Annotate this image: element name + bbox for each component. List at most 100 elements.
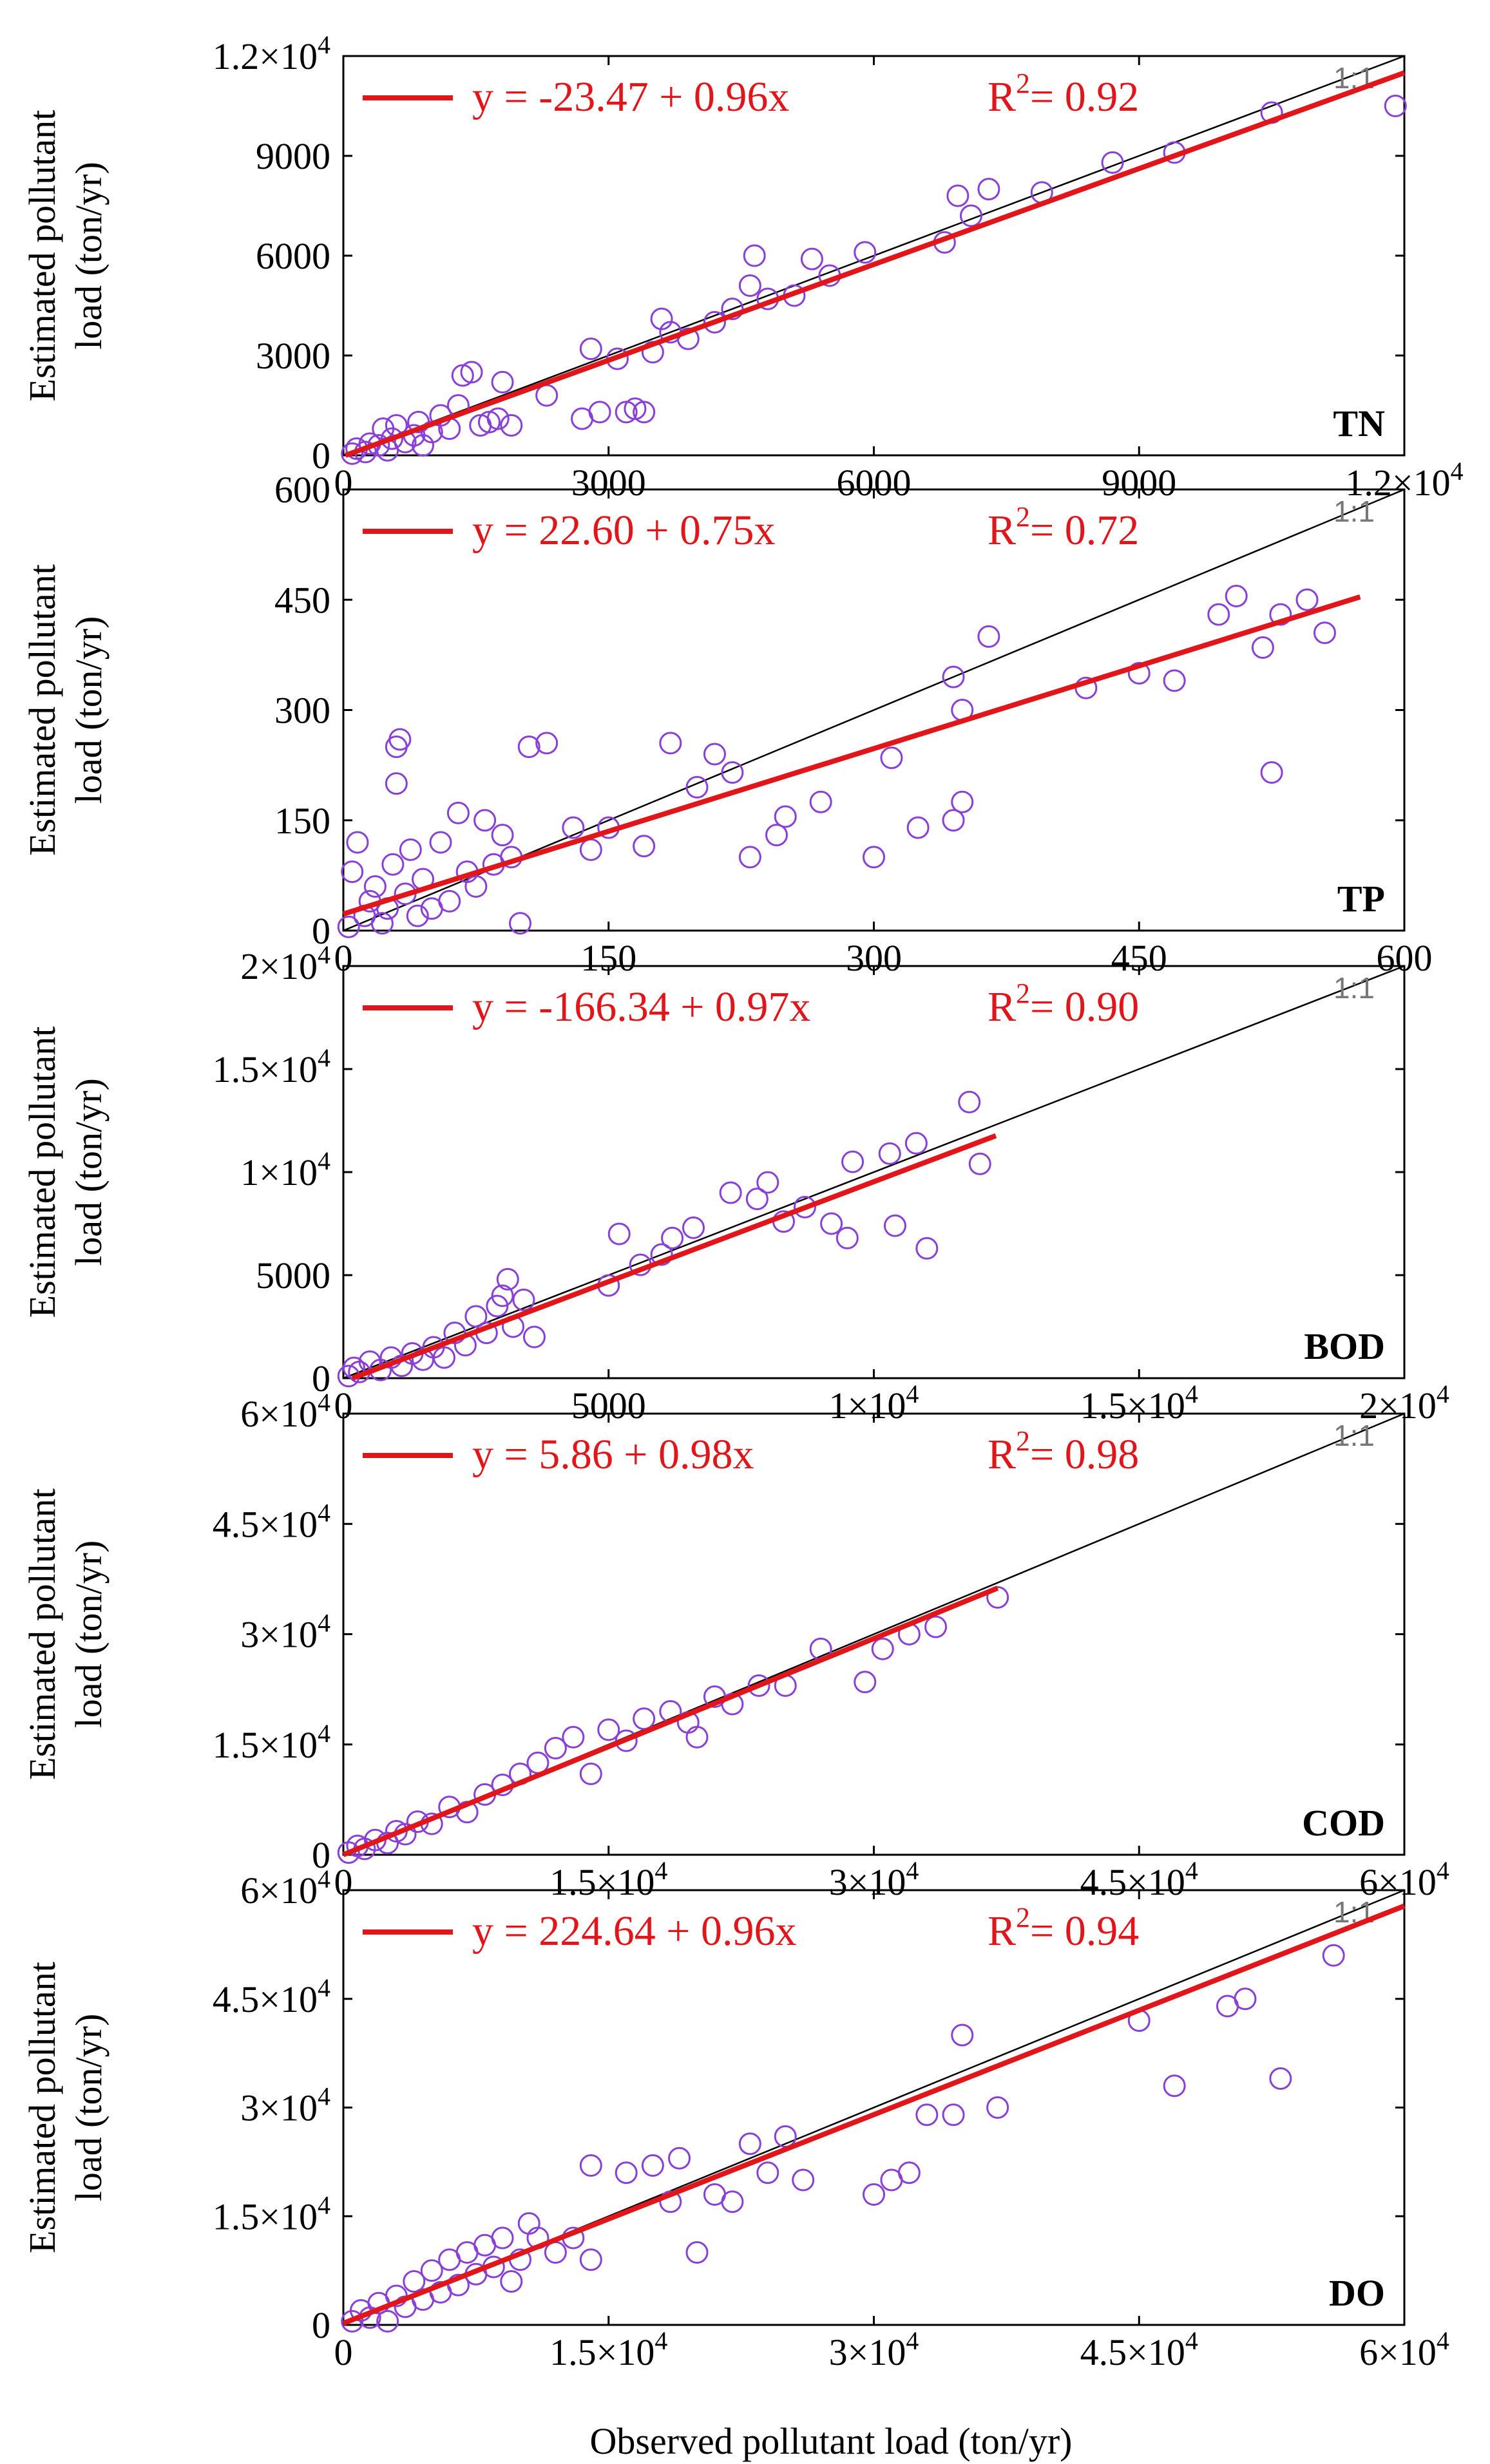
panel-cod: 0 1.5×104 3×104 4.5×104 6×10401.5×1043×1044.… xyxy=(21,1388,1449,1903)
data-point xyxy=(738,274,761,297)
data-point xyxy=(464,875,488,898)
data-point xyxy=(906,816,930,839)
data-point xyxy=(942,2103,965,2127)
data-point xyxy=(1322,1944,1345,1967)
data-point xyxy=(897,2161,921,2184)
data-point xyxy=(615,2161,638,2184)
fit-equation: y = 5.86 + 0.98x xyxy=(472,1431,754,1478)
x-tick-label: 6×104 xyxy=(1359,2326,1449,2373)
data-point xyxy=(942,665,965,688)
y-tick-label: 1.5×104 xyxy=(213,1719,330,1766)
y-axis-label: Estimated pollutant load (ton/yr) xyxy=(21,110,110,402)
data-point xyxy=(579,1762,602,1785)
data-point xyxy=(403,2270,426,2293)
data-point xyxy=(509,912,531,935)
data-point xyxy=(703,310,726,334)
data-point xyxy=(1269,603,1292,626)
data-point xyxy=(685,775,709,799)
data-point xyxy=(721,761,744,784)
data-point xyxy=(633,835,656,858)
data-point xyxy=(659,2190,682,2213)
data-point xyxy=(800,247,823,270)
data-point xyxy=(661,1226,684,1249)
data-point xyxy=(337,915,360,938)
y-tick-label: 0 xyxy=(312,2304,330,2346)
data-point xyxy=(341,442,364,465)
data-point xyxy=(959,204,982,227)
r-squared: R2= 0.90 xyxy=(988,978,1139,1030)
fit-line xyxy=(342,1903,1406,2326)
data-point xyxy=(719,1181,742,1204)
data-point xyxy=(429,831,452,854)
data-point xyxy=(486,1294,509,1318)
r-squared: R2= 0.72 xyxy=(988,501,1139,554)
data-point xyxy=(438,889,461,913)
y-tick-label: 450 xyxy=(274,579,330,621)
y-tick-label: 1.2×104 xyxy=(213,30,330,77)
data-point xyxy=(579,2154,602,2177)
data-point xyxy=(792,2168,815,2192)
data-point xyxy=(756,1171,779,1194)
data-point xyxy=(562,1725,585,1748)
panel-bod: 0 5000 1×104 1.5×104 2×104050001×1041.5×1042… xyxy=(21,940,1449,1426)
data-point xyxy=(363,875,387,898)
y-tick-label: 3000 xyxy=(256,335,330,377)
data-point xyxy=(685,2241,709,2264)
data-point xyxy=(522,1325,546,1349)
y-tick-label: 0 xyxy=(312,1834,330,1876)
data-point xyxy=(412,434,435,457)
data-point xyxy=(1251,636,1274,659)
data-point xyxy=(871,1637,894,1660)
data-point xyxy=(986,2096,1009,2119)
data-point xyxy=(491,2226,514,2250)
data-point xyxy=(863,846,885,869)
data-point xyxy=(721,2190,744,2213)
data-point xyxy=(633,401,656,424)
data-point xyxy=(836,1226,859,1249)
data-point xyxy=(1101,151,1124,174)
data-point xyxy=(420,2259,443,2282)
data-point xyxy=(491,1284,514,1307)
y-tick-label: 6×104 xyxy=(240,1388,330,1435)
data-point xyxy=(904,1132,928,1155)
fit-equation: y = -23.47 + 0.96x xyxy=(472,73,789,120)
data-point xyxy=(915,1237,939,1260)
y-tick-label: 9000 xyxy=(256,135,330,177)
data-point xyxy=(863,2183,885,2206)
data-point xyxy=(946,184,969,207)
data-point xyxy=(512,1288,535,1311)
one-to-one-label: 1:1 xyxy=(1333,971,1375,1005)
y-tick-label: 2×104 xyxy=(240,940,330,987)
data-point xyxy=(633,1707,656,1730)
data-point xyxy=(685,1725,709,1748)
x-tick-label: 1.5×104 xyxy=(549,2326,667,2373)
data-point xyxy=(491,370,514,393)
data-point xyxy=(1269,2067,1292,2090)
data-point xyxy=(432,1346,455,1369)
y-tick-label: 600 xyxy=(274,469,330,511)
data-point xyxy=(1260,761,1283,784)
data-point xyxy=(668,2147,691,2170)
y-tick-label: 300 xyxy=(274,690,330,732)
pollutant-label: TP xyxy=(1337,878,1385,920)
data-point xyxy=(883,1214,906,1237)
data-point xyxy=(535,732,559,755)
data-point xyxy=(1234,1987,1257,2011)
fit-line xyxy=(342,1586,999,1857)
panel-tn: 0 3000 6000 9000 1.2×10403000600090001.2×104… xyxy=(21,30,1464,504)
data-point xyxy=(1163,2074,1186,2098)
data-point xyxy=(486,407,510,430)
y-axis-label: Estimated pollutant load (ton/yr) xyxy=(21,564,110,856)
data-point xyxy=(793,1195,816,1218)
data-point xyxy=(682,1216,705,1239)
y-tick-label: 1×104 xyxy=(240,1146,330,1193)
x-tick-label: 4.5×104 xyxy=(1080,1856,1198,1903)
fit-equation: y = 224.64 + 0.96x xyxy=(472,1908,796,1955)
data-point xyxy=(370,912,394,935)
data-point xyxy=(588,401,611,424)
fit-line xyxy=(351,1133,997,1381)
data-point xyxy=(399,838,422,861)
x-tick-label: 1×104 xyxy=(829,1379,919,1426)
panel-do: 0 1.5×104 3×104 4.5×104 6×104 0 1.5×104 3×104 4.… xyxy=(21,1864,1449,2373)
